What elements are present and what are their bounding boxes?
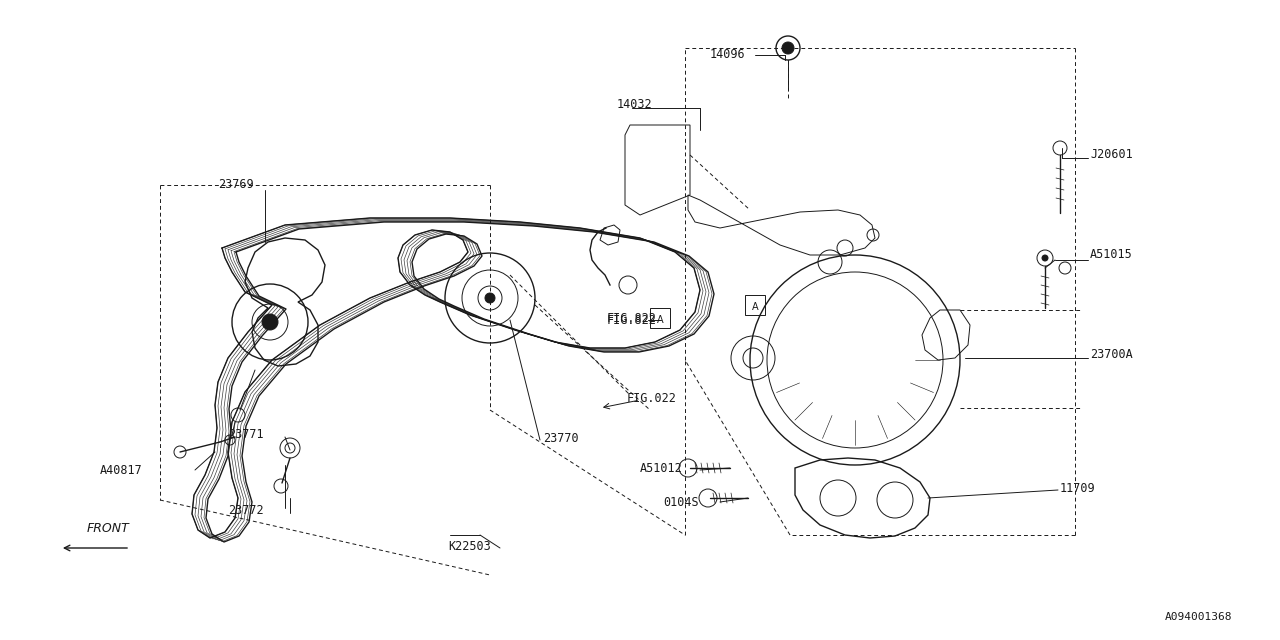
Text: 14096: 14096 xyxy=(710,49,746,61)
Text: A: A xyxy=(751,302,758,312)
Text: 23771: 23771 xyxy=(228,429,264,442)
Circle shape xyxy=(485,293,495,303)
Text: A40817: A40817 xyxy=(100,463,143,477)
Text: 23772: 23772 xyxy=(228,504,264,516)
Text: K22503: K22503 xyxy=(448,541,490,554)
Text: J20601: J20601 xyxy=(1091,148,1133,161)
Circle shape xyxy=(1042,255,1048,261)
Text: FRONT: FRONT xyxy=(87,522,129,535)
Circle shape xyxy=(782,42,794,54)
Text: FIG.822: FIG.822 xyxy=(607,312,657,324)
Text: 23769: 23769 xyxy=(218,179,253,191)
Text: 23700A: 23700A xyxy=(1091,349,1133,362)
Text: FIG.022: FIG.022 xyxy=(627,392,677,404)
Text: A51015: A51015 xyxy=(1091,248,1133,262)
Text: 14032: 14032 xyxy=(617,99,653,111)
Text: A094001368: A094001368 xyxy=(1165,612,1233,622)
Text: 11709: 11709 xyxy=(1060,481,1096,495)
Circle shape xyxy=(262,314,278,330)
Text: A51012: A51012 xyxy=(640,461,682,474)
Text: A: A xyxy=(657,315,663,325)
Text: 0104S: 0104S xyxy=(663,497,699,509)
Text: FIG.822: FIG.822 xyxy=(607,314,657,326)
Text: 23770: 23770 xyxy=(543,431,579,445)
